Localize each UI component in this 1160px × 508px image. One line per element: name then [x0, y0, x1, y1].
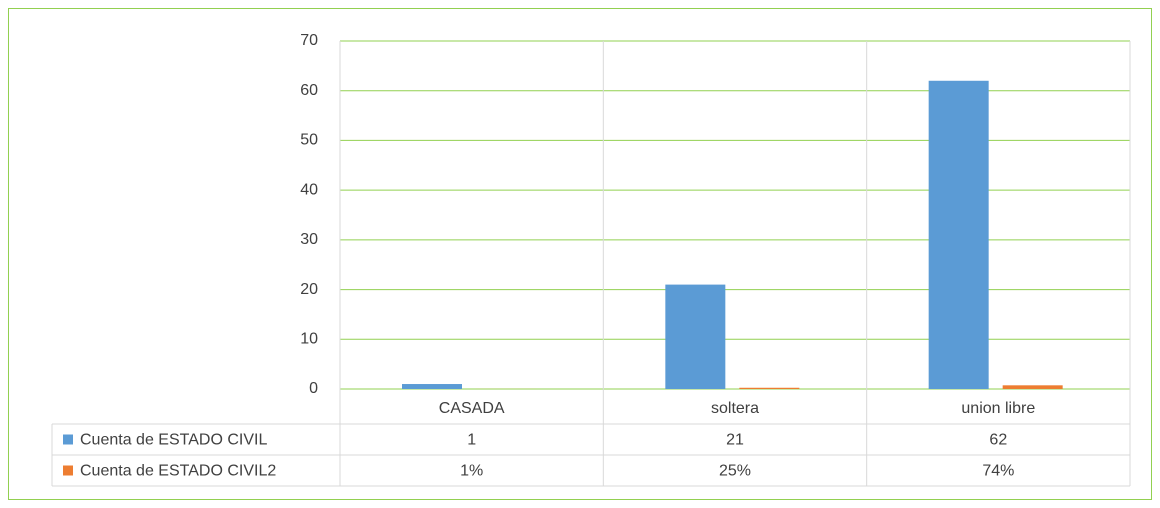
x-tick-label: soltera: [711, 400, 759, 417]
table-value: 1%: [460, 463, 483, 480]
legend-label: Cuenta de ESTADO CIVIL: [80, 432, 267, 449]
bar: [402, 384, 462, 389]
bar: [739, 387, 800, 389]
table-value: 25%: [719, 463, 751, 480]
bar: [1002, 385, 1063, 389]
y-tick-label: 30: [300, 231, 318, 248]
legend-key: [63, 465, 73, 476]
y-tick-label: 40: [300, 181, 318, 198]
legend-key: [63, 434, 73, 445]
bar: [665, 284, 726, 389]
x-tick-label: CASADA: [439, 400, 505, 417]
y-tick-label: 10: [300, 331, 318, 348]
table-value: 74%: [982, 463, 1014, 480]
legend-label: Cuenta de ESTADO CIVIL2: [80, 463, 276, 480]
y-tick-label: 50: [300, 132, 318, 149]
bar: [928, 80, 989, 390]
x-tick-label: union libre: [961, 400, 1035, 417]
y-tick-label: 20: [300, 281, 318, 298]
y-tick-label: 0: [309, 380, 318, 397]
table-value: 62: [989, 432, 1007, 449]
table-value: 21: [726, 432, 744, 449]
y-tick-label: 60: [300, 82, 318, 99]
y-tick-label: 70: [300, 32, 318, 49]
table-value: 1: [467, 432, 476, 449]
